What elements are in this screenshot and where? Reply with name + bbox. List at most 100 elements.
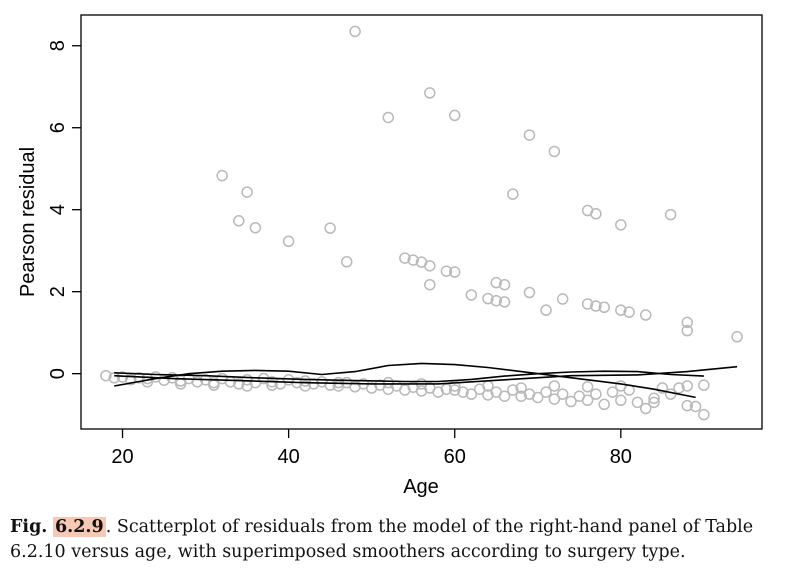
data-point <box>457 386 469 398</box>
x-tick-label: 80 <box>610 446 632 468</box>
data-point <box>681 324 694 337</box>
data-point <box>615 304 627 316</box>
y-tick-label: 6 <box>47 122 69 133</box>
data-point <box>615 394 627 407</box>
data-point <box>673 382 685 394</box>
data-point <box>490 276 502 289</box>
data-point <box>664 208 677 221</box>
data-point <box>448 109 461 122</box>
data-point <box>349 25 361 38</box>
data-point <box>698 379 710 391</box>
data-point <box>216 169 228 182</box>
data-point <box>174 375 187 387</box>
data-point <box>590 300 602 312</box>
data-point <box>498 296 511 308</box>
data-point <box>399 252 411 264</box>
data-point <box>581 394 594 407</box>
x-axis-label: Age <box>403 476 439 498</box>
y-tick-label: 0 <box>47 368 69 379</box>
data-point <box>266 379 278 391</box>
data-point <box>681 380 694 392</box>
data-point <box>623 306 635 318</box>
data-point <box>482 292 494 305</box>
data-point <box>465 388 478 400</box>
data-point <box>382 111 395 124</box>
data-point <box>689 400 702 413</box>
data-point <box>532 391 544 404</box>
plot-frame <box>80 14 763 430</box>
data-point <box>498 390 511 402</box>
data-point <box>648 396 660 409</box>
data-point <box>548 145 561 158</box>
data-point <box>639 402 652 415</box>
data-point <box>440 265 453 277</box>
y-tick-label: 4 <box>47 204 69 215</box>
data-point <box>448 266 461 278</box>
caption-text: . Scatterplot of residuals from the mode… <box>10 517 754 562</box>
data-point <box>100 369 112 382</box>
data-point <box>407 254 419 266</box>
data-point <box>507 384 519 396</box>
data-point <box>424 87 436 99</box>
data-point <box>515 390 527 402</box>
smoother-line <box>114 370 704 383</box>
data-point <box>639 309 652 321</box>
x-axis: 20 40 60 80 <box>111 429 632 468</box>
x-tick-label: 60 <box>444 446 466 468</box>
data-point <box>125 374 137 386</box>
data-point <box>498 278 511 291</box>
data-point <box>341 256 353 268</box>
data-point <box>324 222 336 234</box>
data-point <box>556 388 569 400</box>
data-point <box>523 286 536 299</box>
data-point <box>515 382 527 394</box>
data-point <box>656 382 669 394</box>
data-point <box>615 380 627 392</box>
data-point <box>581 381 594 393</box>
data-point <box>548 380 561 392</box>
data-point <box>590 388 602 400</box>
data-point <box>540 304 552 316</box>
data-point <box>424 260 436 272</box>
y-axis: 0 2 4 6 8 <box>47 40 81 379</box>
y-axis-label: Pearson residual <box>17 147 39 297</box>
caption-figure-number: 6.2.9 <box>52 517 106 537</box>
x-tick-label: 20 <box>111 446 133 468</box>
data-point <box>233 215 245 227</box>
data-points <box>100 25 743 421</box>
data-point <box>448 384 461 396</box>
x-tick-label: 40 <box>277 446 299 468</box>
smoother-line <box>114 362 696 399</box>
data-point <box>249 221 262 234</box>
data-point <box>191 376 204 388</box>
data-point <box>523 129 536 141</box>
data-point <box>590 208 602 220</box>
data-point <box>424 278 436 291</box>
data-point <box>631 396 644 409</box>
data-point <box>681 399 694 412</box>
data-point <box>648 392 660 405</box>
data-point <box>565 395 577 408</box>
y-tick-label: 8 <box>47 40 69 51</box>
data-point <box>606 386 619 398</box>
data-point <box>681 316 694 329</box>
data-point <box>282 235 295 248</box>
data-point <box>548 393 561 405</box>
y-tick-label: 2 <box>47 286 69 297</box>
data-point <box>507 188 519 200</box>
data-point <box>465 289 478 301</box>
data-point <box>556 293 569 305</box>
data-point <box>731 331 743 343</box>
data-point <box>490 294 502 307</box>
data-point <box>581 298 594 310</box>
data-point <box>698 408 710 421</box>
data-point <box>382 376 395 389</box>
data-point <box>241 186 253 198</box>
data-point <box>615 219 627 231</box>
scatter-chart: 20 40 60 80 0 2 4 6 8 Age Pearson residual <box>17 14 763 498</box>
smoother-line <box>114 365 738 385</box>
data-point <box>299 380 311 392</box>
figure-caption: Fig. 6.2.9. Scatterplot of residuals fro… <box>10 515 780 565</box>
smoother-lines <box>114 362 738 399</box>
data-point <box>540 386 552 398</box>
